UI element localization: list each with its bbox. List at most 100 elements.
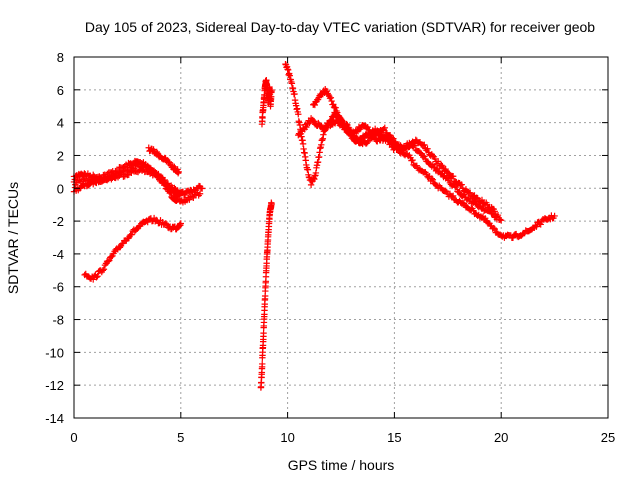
y-tick-label: -8 <box>52 313 64 328</box>
data-point <box>496 216 504 223</box>
data-point <box>99 267 107 274</box>
data-point <box>428 175 435 182</box>
data-point <box>175 168 182 176</box>
data-point <box>337 115 344 122</box>
data-point <box>409 156 416 164</box>
data-point <box>342 124 349 132</box>
y-tick-label: 6 <box>57 83 64 98</box>
x-tick-label: 0 <box>70 430 77 445</box>
data-point <box>108 253 115 260</box>
data-point <box>161 176 168 184</box>
data-point <box>104 258 112 265</box>
data-point <box>498 217 505 224</box>
data-layer <box>70 60 558 391</box>
data-point <box>449 173 457 180</box>
data-point <box>364 138 371 146</box>
x-tick-label: 5 <box>177 430 184 445</box>
data-point <box>186 196 193 203</box>
y-tick-label: 8 <box>57 50 64 65</box>
data-point <box>93 274 100 281</box>
data-point <box>181 191 189 199</box>
data-point <box>259 114 266 122</box>
data-point <box>295 111 302 118</box>
data-point <box>106 257 113 264</box>
data-point <box>332 104 339 111</box>
series-arc-b <box>145 144 182 177</box>
data-point <box>424 145 431 152</box>
y-tick-label: -12 <box>45 378 64 393</box>
data-point <box>537 221 544 228</box>
series-arc-e <box>258 77 275 128</box>
data-point <box>311 101 319 109</box>
data-point <box>163 221 171 228</box>
data-point <box>334 109 341 116</box>
x-tick-label: 20 <box>494 430 508 445</box>
x-tick-label: 10 <box>280 430 294 445</box>
data-point <box>473 194 480 201</box>
x-tick-label: 25 <box>601 430 615 445</box>
data-point <box>365 137 372 144</box>
data-point <box>174 187 181 194</box>
data-point <box>494 211 502 219</box>
data-point <box>153 148 160 156</box>
y-tick-label: -6 <box>52 280 64 295</box>
data-point <box>533 223 540 230</box>
y-tick-label: -14 <box>45 411 64 426</box>
data-point <box>327 94 335 101</box>
data-point <box>371 132 379 140</box>
data-point <box>421 141 428 148</box>
data-point <box>303 123 310 131</box>
data-point <box>259 360 266 368</box>
data-point <box>94 273 101 280</box>
data-point <box>391 138 399 145</box>
data-point <box>268 200 275 208</box>
series-arc-h <box>310 86 505 224</box>
y-tick-label: -2 <box>52 214 64 229</box>
y-tick-label: -4 <box>52 247 64 262</box>
data-point <box>491 225 498 233</box>
y-tick-label: -10 <box>45 345 64 360</box>
y-tick-label: 4 <box>57 116 64 131</box>
y-axis-label: SDTVAR / TECUs <box>5 182 21 294</box>
grid-layer <box>74 57 608 418</box>
data-point <box>130 165 138 172</box>
data-point <box>198 185 206 192</box>
data-point <box>381 124 388 132</box>
data-point <box>380 126 387 133</box>
data-point <box>128 231 135 238</box>
data-point <box>467 189 474 197</box>
data-point <box>429 161 437 168</box>
data-point <box>429 176 437 183</box>
data-point <box>100 266 108 273</box>
series-arc-d <box>257 199 275 391</box>
y-tick-label: 2 <box>57 148 64 163</box>
y-tick-label: 0 <box>57 181 64 196</box>
data-point <box>360 134 368 142</box>
x-axis-label: GPS time / hours <box>288 457 395 473</box>
data-point <box>449 192 457 200</box>
data-point <box>90 276 97 283</box>
data-point <box>434 158 442 165</box>
data-point <box>458 181 465 188</box>
data-point <box>171 184 178 192</box>
data-point <box>177 190 184 197</box>
data-point <box>491 208 498 215</box>
data-point <box>338 116 345 123</box>
data-point <box>291 90 298 98</box>
data-point <box>162 220 170 227</box>
data-point <box>478 196 486 204</box>
chart-title: Day 105 of 2023, Sidereal Day-to-day VTE… <box>85 19 595 35</box>
data-point <box>412 136 419 143</box>
data-point <box>177 220 184 227</box>
data-point <box>196 190 204 197</box>
data-point <box>551 212 558 220</box>
data-point <box>438 161 445 169</box>
series-arc-a-mid <box>70 160 184 199</box>
x-tick-label: 15 <box>387 430 401 445</box>
tick-layer: 0 5 10 15 20 25 -14 -12 -10 -8 -6 -4 -2 0 2 4 6 8 <box>45 50 615 445</box>
data-point <box>490 224 497 232</box>
data-point <box>144 162 151 170</box>
series-arc-c <box>81 214 184 283</box>
data-point <box>268 86 275 94</box>
